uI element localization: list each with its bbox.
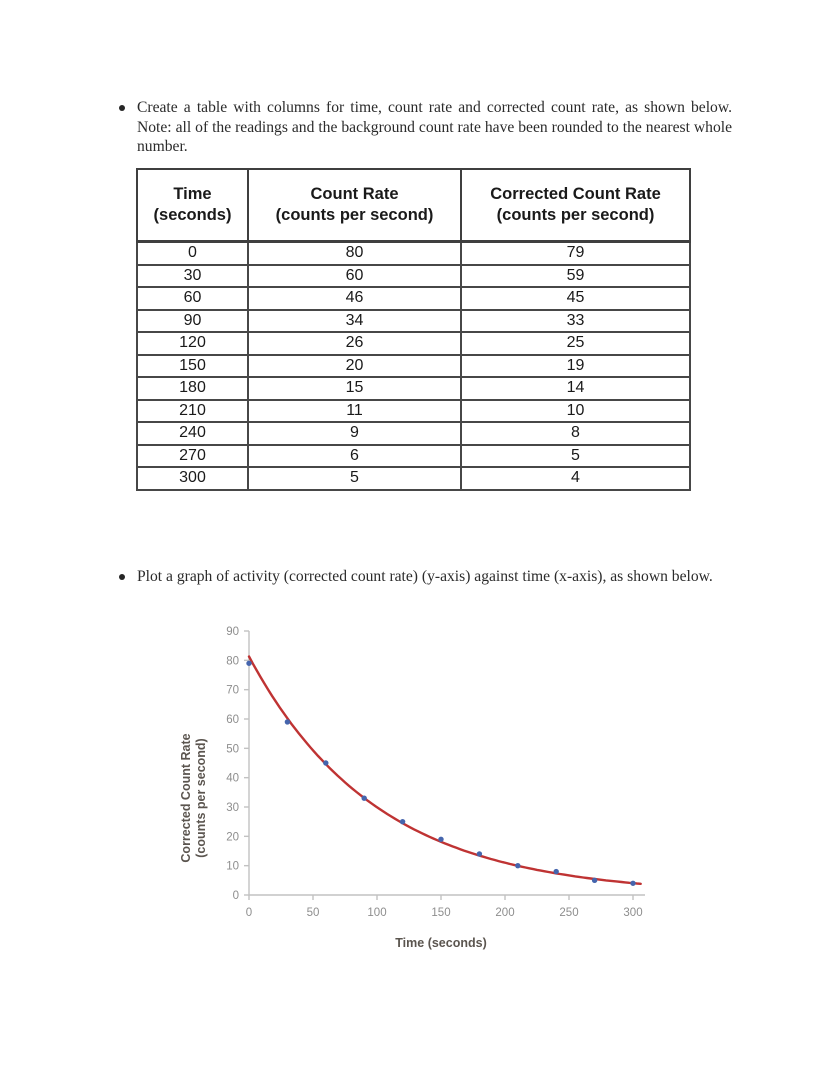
table-cell: 6 bbox=[247, 443, 462, 468]
table-cell: 180 bbox=[136, 376, 249, 401]
table-cell: 150 bbox=[136, 353, 249, 378]
y-tick-label: 80 bbox=[226, 655, 239, 667]
y-tick-label: 30 bbox=[226, 802, 239, 814]
y-tick-label: 0 bbox=[233, 890, 239, 902]
table-header: Time (seconds) Count Rate (counts per secon… bbox=[136, 168, 691, 243]
table-cell: 120 bbox=[136, 331, 249, 356]
table-cell: 34 bbox=[247, 308, 462, 333]
x-tick-label: 150 bbox=[431, 907, 450, 919]
table-row: 150 20 19 bbox=[136, 353, 691, 378]
count-rate-table: Time (seconds) Count Rate (counts per secon… bbox=[136, 168, 691, 491]
data-point bbox=[399, 818, 406, 825]
table-cell: 25 bbox=[460, 331, 691, 356]
table-row: 30 60 59 bbox=[136, 263, 691, 288]
table-cell: 60 bbox=[247, 263, 462, 288]
table-row: 0 80 79 bbox=[136, 240, 691, 266]
table-row: 270 6 5 bbox=[136, 443, 691, 468]
table-column-header: Count Rate (counts per second) bbox=[247, 168, 462, 243]
table-cell: 20 bbox=[247, 353, 462, 378]
table-cell: 5 bbox=[460, 443, 691, 468]
y-axis-title-line2: (counts per second) bbox=[194, 738, 208, 857]
table-row: 210 11 10 bbox=[136, 398, 691, 423]
table-row: 180 15 14 bbox=[136, 376, 691, 401]
x-tick-label: 200 bbox=[495, 907, 514, 919]
table-cell: 10 bbox=[460, 398, 691, 423]
table-cell: 210 bbox=[136, 398, 249, 423]
y-tick-label: 70 bbox=[226, 685, 239, 697]
table-body: 0 80 79 30 60 59 60 46 45 90 34 33 120 26 25 150 20 19 180… bbox=[136, 240, 691, 491]
table-cell: 19 bbox=[460, 353, 691, 378]
data-point bbox=[438, 836, 444, 842]
bullet-icon bbox=[119, 574, 125, 580]
table-cell: 8 bbox=[460, 421, 691, 446]
table-cell: 300 bbox=[136, 466, 249, 491]
data-point bbox=[553, 868, 559, 875]
table-cell: 5 bbox=[247, 466, 462, 491]
table-header-row: Time (seconds) Count Rate (counts per secon… bbox=[136, 168, 691, 243]
decay-chart-svg: 0 10 20 30 40 50 60 70 80 90 0 50 100 150 200 250 300 Tim… bbox=[179, 626, 645, 950]
table-row: 240 9 8 bbox=[136, 421, 691, 446]
x-tick-label: 300 bbox=[623, 907, 642, 919]
y-tick-label: 50 bbox=[226, 743, 239, 755]
table-cell: 15 bbox=[247, 376, 462, 401]
y-tick-label: 10 bbox=[226, 861, 239, 873]
table-cell: 80 bbox=[247, 240, 462, 266]
table-row: 90 34 33 bbox=[136, 308, 691, 333]
table-cell: 60 bbox=[136, 286, 249, 311]
table-row: 300 5 4 bbox=[136, 466, 691, 491]
table-column-header: Corrected Count Rate (counts per second) bbox=[460, 168, 691, 243]
table-cell: 14 bbox=[460, 376, 691, 401]
bullet-text-plot-graph: Plot a graph of activity (corrected coun… bbox=[137, 568, 713, 585]
data-point bbox=[591, 877, 598, 884]
bullet-item-plot-graph: Plot a graph of activity (corrected coun… bbox=[119, 567, 732, 587]
y-tick-label: 90 bbox=[226, 626, 239, 638]
table-cell: 45 bbox=[460, 286, 691, 311]
data-point bbox=[323, 760, 329, 766]
table-cell: 4 bbox=[460, 466, 691, 491]
y-tick-label: 60 bbox=[226, 714, 239, 726]
table-cell: 11 bbox=[247, 398, 462, 423]
table-cell: 270 bbox=[136, 443, 249, 468]
data-point bbox=[630, 880, 636, 886]
trend-line bbox=[247, 655, 642, 885]
table-cell: 59 bbox=[460, 263, 691, 288]
bullet-item-create-table: Create a table with columns for time, co… bbox=[119, 98, 732, 157]
y-tick-label: 20 bbox=[226, 831, 239, 843]
x-tick-label: 50 bbox=[307, 907, 320, 919]
y-axis-title-line1: Corrected Count Rate bbox=[179, 733, 193, 862]
axis-lines bbox=[248, 631, 645, 896]
y-tick-label: 40 bbox=[226, 773, 239, 785]
data-point bbox=[361, 795, 367, 801]
table-cell: 0 bbox=[136, 240, 249, 266]
x-axis-title: Time (seconds) bbox=[395, 936, 486, 950]
x-tick-label: 250 bbox=[559, 907, 578, 919]
x-tick-label: 100 bbox=[367, 907, 386, 919]
table-row: 120 26 25 bbox=[136, 331, 691, 356]
table-cell: 26 bbox=[247, 331, 462, 356]
table-row: 60 46 45 bbox=[136, 286, 691, 311]
table-cell: 79 bbox=[460, 240, 691, 266]
x-tick-label: 0 bbox=[246, 907, 252, 919]
table-cell: 90 bbox=[136, 308, 249, 333]
table-cell: 46 bbox=[247, 286, 462, 311]
table-column-header: Time (seconds) bbox=[136, 168, 249, 243]
data-point bbox=[476, 851, 483, 857]
data-point bbox=[515, 862, 521, 869]
bullet-text-create-table: Create a table with columns for time, co… bbox=[137, 99, 732, 156]
bullet-icon bbox=[119, 105, 125, 111]
table-cell: 33 bbox=[460, 308, 691, 333]
table-cell: 9 bbox=[247, 421, 462, 446]
data-point bbox=[246, 660, 252, 666]
table-cell: 30 bbox=[136, 263, 249, 288]
decay-chart: 0 10 20 30 40 50 60 70 80 90 0 50 100 150 200 250 300 Tim… bbox=[175, 620, 675, 965]
table-cell: 240 bbox=[136, 421, 249, 446]
data-point bbox=[284, 719, 291, 725]
